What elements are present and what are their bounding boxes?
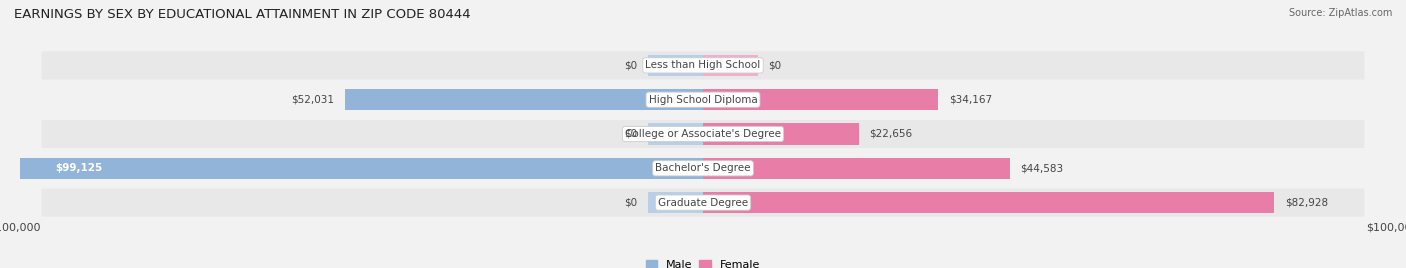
Bar — [648, 55, 703, 76]
Text: Less than High School: Less than High School — [645, 60, 761, 70]
Text: $34,167: $34,167 — [949, 95, 991, 105]
FancyBboxPatch shape — [42, 120, 1364, 148]
Bar — [703, 55, 758, 76]
Text: $52,031: $52,031 — [291, 95, 335, 105]
FancyBboxPatch shape — [42, 86, 1364, 114]
Text: $0: $0 — [624, 198, 637, 208]
Text: $0: $0 — [769, 60, 782, 70]
Text: $0: $0 — [624, 60, 637, 70]
FancyBboxPatch shape — [42, 189, 1364, 217]
Text: Source: ZipAtlas.com: Source: ZipAtlas.com — [1288, 8, 1392, 18]
Text: $0: $0 — [624, 129, 637, 139]
Text: EARNINGS BY SEX BY EDUCATIONAL ATTAINMENT IN ZIP CODE 80444: EARNINGS BY SEX BY EDUCATIONAL ATTAINMEN… — [14, 8, 471, 21]
Bar — [20, 158, 703, 179]
Bar — [703, 192, 1274, 213]
FancyBboxPatch shape — [42, 154, 1364, 182]
Text: College or Associate's Degree: College or Associate's Degree — [626, 129, 780, 139]
Bar — [648, 123, 703, 145]
Text: $82,928: $82,928 — [1285, 198, 1327, 208]
Text: $22,656: $22,656 — [869, 129, 912, 139]
Bar — [344, 89, 703, 110]
Bar — [703, 158, 1010, 179]
Text: Graduate Degree: Graduate Degree — [658, 198, 748, 208]
Text: High School Diploma: High School Diploma — [648, 95, 758, 105]
Legend: Male, Female: Male, Female — [641, 255, 765, 268]
Text: Bachelor's Degree: Bachelor's Degree — [655, 163, 751, 173]
Bar — [703, 89, 938, 110]
Bar — [648, 192, 703, 213]
Text: $44,583: $44,583 — [1021, 163, 1063, 173]
Text: $99,125: $99,125 — [55, 163, 103, 173]
Bar — [703, 123, 859, 145]
FancyBboxPatch shape — [42, 51, 1364, 79]
